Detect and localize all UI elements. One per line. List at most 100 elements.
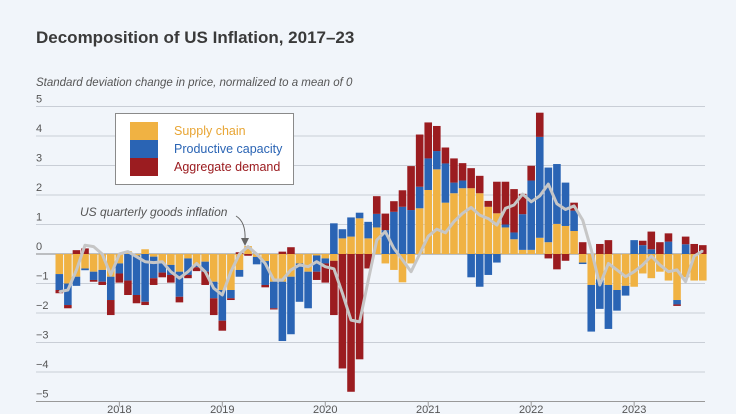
bar-aggregate-demand [106, 300, 115, 316]
bar-productive-capacity [441, 163, 450, 203]
line-point [152, 261, 155, 264]
line-point [701, 249, 704, 252]
line-point [418, 253, 421, 255]
legend-swatch-capacity [130, 140, 158, 158]
line-point [581, 219, 584, 221]
bar-aggregate-demand [81, 248, 89, 254]
bar-aggregate-demand [596, 243, 604, 254]
bar-supply-chain [621, 254, 630, 286]
bar-supply-chain [596, 254, 604, 280]
bar-aggregate-demand [184, 274, 192, 279]
line-point [290, 269, 292, 271]
x-tick-label: 2021 [416, 404, 440, 414]
bar-supply-chain [304, 254, 312, 272]
line-point [255, 253, 258, 255]
bar-productive-capacity [647, 249, 656, 254]
line-point [478, 214, 481, 216]
bar-productive-capacity [561, 182, 570, 226]
legend-item-supply: Supply chain [130, 122, 246, 140]
line-point [350, 319, 352, 321]
y-tick-label: 2 [36, 182, 42, 194]
line-point [144, 260, 146, 263]
line-point [75, 269, 78, 271]
bar-productive-capacity [330, 223, 338, 254]
line-point [67, 289, 69, 291]
bar-productive-capacity [270, 281, 278, 309]
line-point [178, 277, 181, 279]
bar-supply-chain [201, 254, 209, 262]
line-point [101, 253, 103, 255]
line-point [272, 279, 275, 281]
bar-aggregate-demand [475, 175, 484, 194]
line-point [556, 203, 558, 205]
bar-supply-chain [690, 254, 698, 281]
line-point [616, 269, 618, 271]
bar-productive-capacity [450, 182, 458, 194]
line-point [693, 255, 696, 257]
bar-productive-capacity [312, 255, 321, 272]
bar-supply-chain [390, 254, 398, 270]
line-point [676, 269, 678, 271]
bar-aggregate-demand [561, 254, 570, 261]
line-point [230, 270, 232, 273]
bar-aggregate-demand [501, 181, 510, 225]
bar-supply-chain [98, 254, 106, 270]
bar-aggregate-demand [372, 196, 381, 214]
line-point [298, 264, 301, 266]
bar-aggregate-demand [604, 240, 613, 254]
bar-aggregate-demand [287, 247, 295, 254]
bar-aggregate-demand [192, 267, 201, 272]
bar-supply-chain [578, 254, 587, 263]
bar-aggregate-demand [407, 166, 415, 211]
x-tick-label: 2019 [210, 404, 234, 414]
legend-item-demand: Aggregate demand [130, 158, 280, 176]
line-point [384, 230, 387, 233]
bar-aggregate-demand [347, 254, 355, 392]
line-point [58, 290, 61, 293]
bar-productive-capacity [467, 254, 475, 278]
bar-productive-capacity [433, 151, 441, 170]
y-tick-label: 4 [36, 123, 42, 135]
line-point [281, 279, 284, 281]
bar-productive-capacity [218, 289, 227, 321]
line-point [161, 260, 164, 263]
bar-productive-capacity [124, 254, 132, 281]
bar-supply-chain [553, 223, 561, 254]
y-tick-label: −4 [36, 359, 49, 371]
bar-productive-capacity [201, 261, 209, 272]
annotation-arrow [235, 215, 246, 241]
bar-productive-capacity [570, 210, 578, 231]
y-tick-label: −2 [36, 300, 49, 312]
bar-productive-capacity [72, 276, 81, 286]
y-tick-label: 5 [36, 94, 42, 106]
bar-supply-chain [218, 254, 227, 290]
line-point [436, 228, 438, 231]
bar-supply-chain [364, 238, 372, 254]
line-point [393, 247, 395, 250]
bar-productive-capacity [355, 212, 364, 219]
bar-supply-chain [561, 225, 570, 254]
bar-supply-chain [475, 193, 484, 254]
bar-productive-capacity [158, 263, 167, 273]
bar-productive-capacity [98, 269, 106, 282]
bar-productive-capacity [390, 211, 398, 254]
bar-supply-chain [295, 254, 304, 264]
bar-supply-chain [501, 227, 510, 254]
bar-aggregate-demand [261, 284, 269, 288]
bar-productive-capacity [106, 276, 115, 301]
bar-productive-capacity [398, 206, 407, 254]
bar-productive-capacity [535, 136, 544, 238]
line-point [127, 250, 129, 253]
bar-productive-capacity [587, 284, 596, 332]
bar-aggregate-demand [544, 254, 553, 259]
bar-productive-capacity [630, 240, 638, 254]
bar-supply-chain [613, 254, 621, 290]
bar-aggregate-demand [450, 158, 458, 183]
bar-productive-capacity [55, 274, 64, 290]
bar-aggregate-demand [699, 245, 707, 254]
line-point [599, 284, 601, 286]
bar-supply-chain [72, 254, 81, 277]
line-point [118, 253, 121, 255]
legend-item-capacity: Productive capacity [130, 140, 282, 158]
bar-productive-capacity [295, 263, 304, 302]
